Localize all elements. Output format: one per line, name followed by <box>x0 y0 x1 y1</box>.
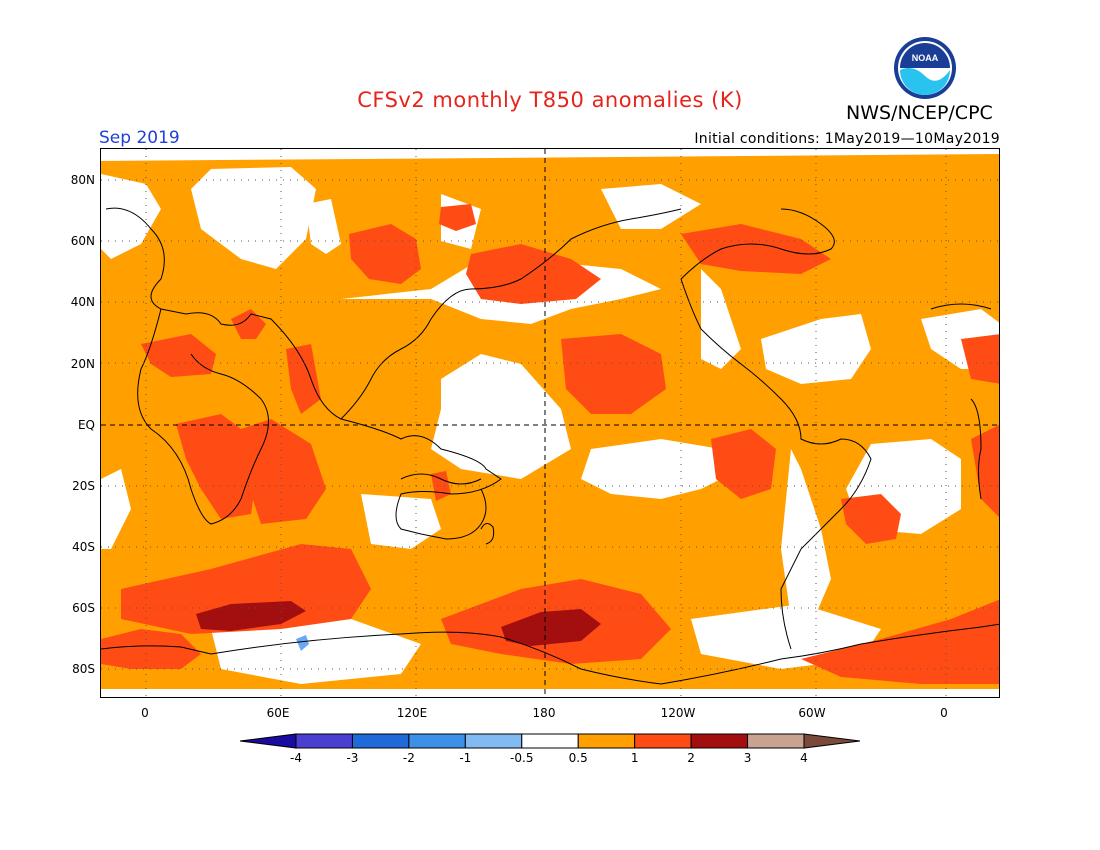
colorbar-label: -1 <box>459 751 472 765</box>
colorbar-cell <box>408 733 466 749</box>
lat-label: 60N <box>70 234 95 248</box>
colorbar-cell <box>464 733 523 749</box>
colorbar-cell <box>295 733 353 749</box>
period-label: Sep 2019 <box>99 128 180 148</box>
colorbar-label: -0.5 <box>510 751 534 765</box>
colorbar <box>240 733 860 749</box>
colorbar-cell <box>577 733 636 749</box>
lat-label: 60S <box>72 601 95 615</box>
anomaly-map <box>100 148 1000 698</box>
colorbar-label: -3 <box>346 751 359 765</box>
neutral-regions <box>101 149 999 697</box>
lon-label: 0 <box>940 706 948 720</box>
colorbar-cell <box>240 733 297 749</box>
lon-label: 60W <box>798 706 826 720</box>
colorbar-cell <box>690 733 749 749</box>
anomaly-field <box>101 149 999 697</box>
lon-label: 60E <box>266 706 290 720</box>
lat-label: 80N <box>70 173 95 187</box>
colorbar-label: 3 <box>743 751 752 765</box>
colorbar-cell <box>634 733 692 749</box>
lat-label: 20S <box>72 479 95 493</box>
initial-conditions-label: Initial conditions: 1May2019—10May2019 <box>694 131 1000 147</box>
grid-lines <box>101 149 999 697</box>
lat-label: 80S <box>72 662 95 676</box>
colorbar-cell <box>521 733 579 749</box>
colorbar-label: 4 <box>800 751 808 765</box>
map-title: CFSv2 monthly T850 anomalies (K) <box>357 88 743 112</box>
lat-label: 40S <box>72 540 95 554</box>
warm-anomaly-1-2K <box>101 204 999 684</box>
lat-label: 40N <box>70 295 95 309</box>
colorbar-cell <box>803 733 860 749</box>
colorbar-cell <box>351 733 410 749</box>
lon-label: 120E <box>396 706 428 720</box>
lat-label: 20N <box>70 357 95 371</box>
colorbar-label: -2 <box>402 751 415 765</box>
coastlines <box>101 207 999 685</box>
colorbar-cell <box>747 733 805 749</box>
noaa-logo-icon: NOAA <box>894 37 956 99</box>
colorbar-label: 2 <box>687 751 695 765</box>
svg-text:NOAA: NOAA <box>912 53 939 63</box>
lon-label: 120W <box>660 706 696 720</box>
colorbar-label: -4 <box>290 751 302 765</box>
colorbar-label: 0.5 <box>568 751 588 765</box>
lat-label: EQ <box>77 418 95 432</box>
reference-lines <box>101 149 999 697</box>
colorbar-label: 1 <box>630 751 639 765</box>
cool-anomaly-spot <box>296 635 309 651</box>
lon-label: 0 <box>141 706 149 720</box>
lon-label: 180 <box>532 706 556 720</box>
warm-anomaly-2-3K <box>196 601 601 646</box>
agency-label: NWS/NCEP/CPC <box>846 102 993 124</box>
